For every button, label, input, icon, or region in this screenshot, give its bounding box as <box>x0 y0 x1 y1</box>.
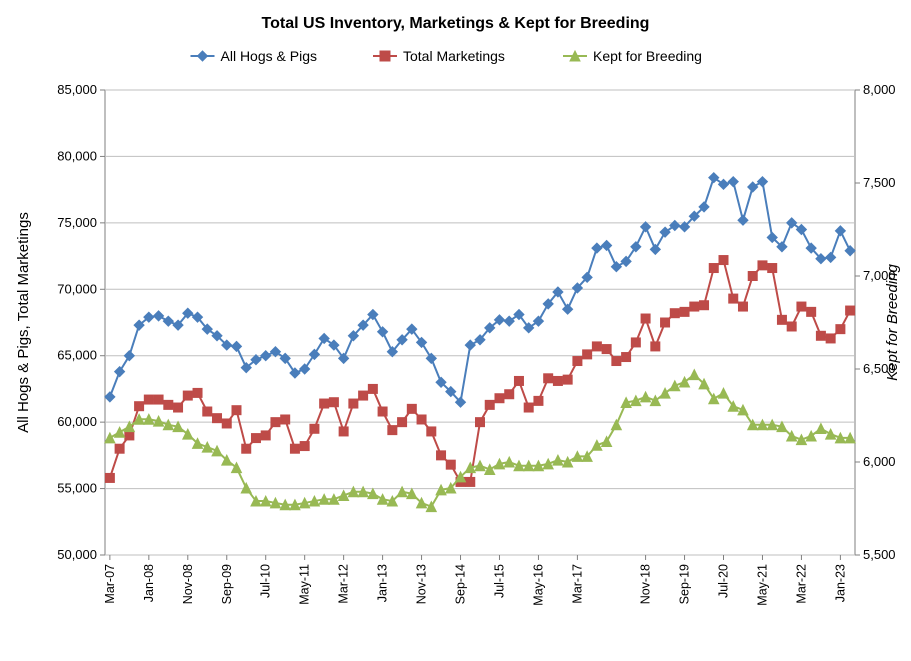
y-right-axis-label: Kept for Breeding <box>884 263 901 380</box>
y-left-tick-label: 80,000 <box>57 148 97 163</box>
y-right-tick-label: 6,000 <box>863 454 896 469</box>
y-left-tick-label: 60,000 <box>57 414 97 429</box>
x-tick-label: May-11 <box>298 564 312 605</box>
legend-label: Kept for Breeding <box>593 48 702 64</box>
x-tick-label: May-16 <box>531 564 545 606</box>
chart-title: Total US Inventory, Marketings & Kept fo… <box>262 15 650 32</box>
y-left-tick-label: 55,000 <box>57 481 97 496</box>
x-tick-label: Nov-08 <box>181 564 195 604</box>
legend-label: All Hogs & Pigs <box>221 48 317 64</box>
x-tick-label: May-21 <box>755 564 769 606</box>
y-left-tick-label: 70,000 <box>57 281 97 296</box>
y-left-axis-label: All Hogs & Pigs, Total Marketings <box>15 212 32 433</box>
y-left-tick-label: 50,000 <box>57 547 97 562</box>
x-tick-label: Jul-10 <box>259 564 273 598</box>
x-tick-label: Sep-09 <box>220 564 234 604</box>
x-tick-label: Nov-18 <box>639 564 653 604</box>
y-right-tick-label: 5,500 <box>863 547 896 562</box>
x-tick-label: Mar-22 <box>794 564 808 604</box>
x-tick-label: Jan-08 <box>142 564 156 602</box>
line-chart: 50,000 55,000 60,000 65,000 70,000 75,000 80,0… <box>0 0 911 661</box>
x-tick-label: Jan-23 <box>833 564 847 602</box>
x-tick-label: Jul-20 <box>717 564 731 598</box>
x-tick-label: Jul-15 <box>492 564 506 598</box>
y-right-tick-label: 7,500 <box>863 175 896 190</box>
y-left-tick-label: 65,000 <box>57 348 97 363</box>
x-tick-label: Jan-13 <box>376 564 390 602</box>
x-tick-label: Mar-07 <box>103 564 117 604</box>
chart-container: 50,000 55,000 60,000 65,000 70,000 75,000 80,0… <box>0 0 911 661</box>
y-right-tick-label: 8,000 <box>863 82 896 97</box>
x-tick-label: Mar-17 <box>570 564 584 604</box>
x-tick-label: Sep-14 <box>454 564 468 604</box>
x-tick-label: Sep-19 <box>678 564 692 604</box>
y-left-tick-label: 75,000 <box>57 215 97 230</box>
legend-label: Total Marketings <box>403 48 505 64</box>
x-tick-label: Mar-12 <box>337 564 351 604</box>
y-left-tick-label: 85,000 <box>57 82 97 97</box>
x-tick-label: Nov-13 <box>415 564 429 604</box>
